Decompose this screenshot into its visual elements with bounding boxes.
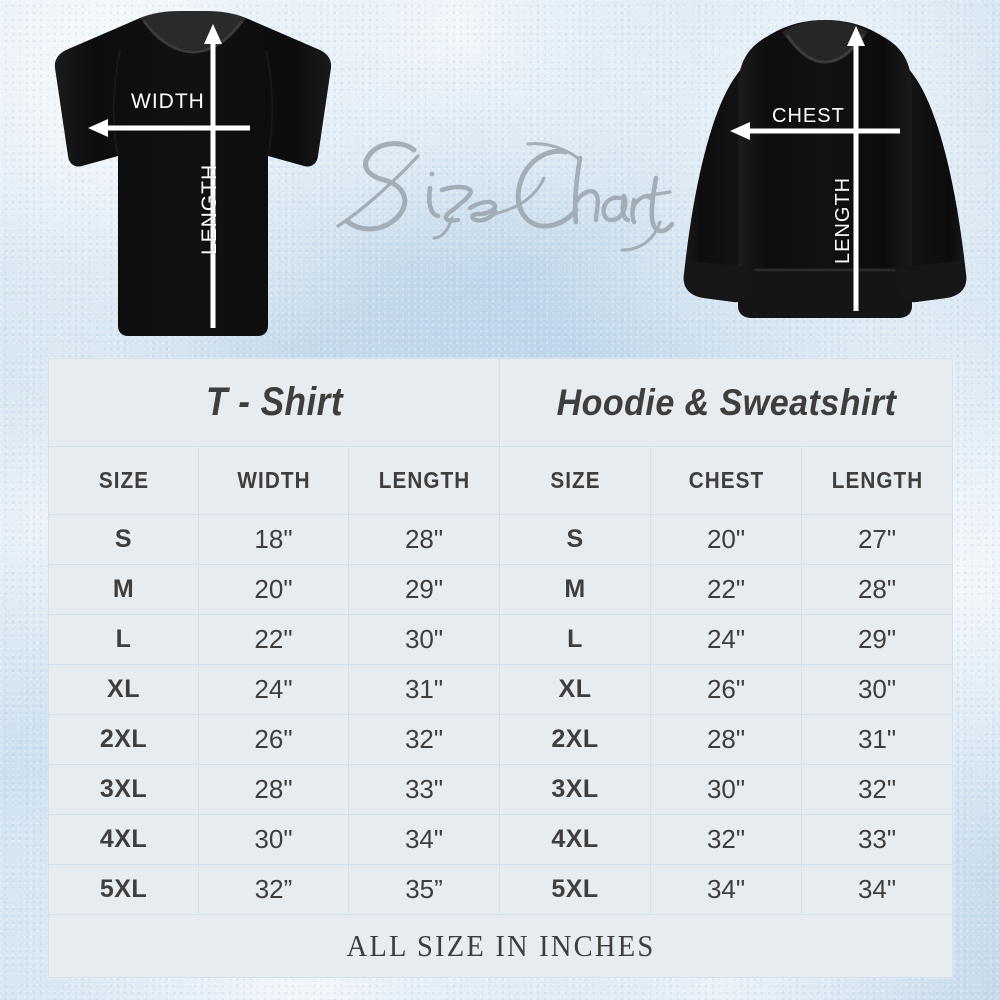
header-hoodie-chest: CHEST <box>657 446 795 515</box>
hoodie-length-l: 29" <box>801 614 954 665</box>
size-chart-table: T - Shirt Hoodie & Sweatshirt SIZE WIDTH… <box>48 358 954 978</box>
hoodie-size-5xl: 5XL <box>499 864 652 915</box>
tshirt-length-arrow <box>204 24 222 328</box>
header-hoodie-size: SIZE <box>506 446 644 515</box>
tshirt-size-s: S <box>48 514 199 565</box>
tshirt-length-4xl: 34" <box>347 814 501 865</box>
tshirt-length-3xl: 33" <box>347 764 501 815</box>
tshirt-width-4xl: 30" <box>198 814 349 865</box>
tshirt-length-label: LENGTH <box>198 163 221 255</box>
tshirt-size-l: L <box>48 614 199 665</box>
tshirt-length-2xl: 32" <box>347 714 501 765</box>
tshirt-size-4xl: 4XL <box>48 814 199 865</box>
hoodie-chest-label: CHEST <box>772 105 845 127</box>
tshirt-width-m: 20" <box>198 564 349 615</box>
hoodie-size-4xl: 4XL <box>499 814 652 865</box>
hoodie-size-l: L <box>499 614 652 665</box>
table-row: XL 24" 31" XL 26" 30" <box>48 664 954 715</box>
tshirt-length-xl: 31" <box>347 664 501 715</box>
hoodie-size-2xl: 2XL <box>499 714 652 765</box>
tshirt-width-s: 18" <box>198 514 349 565</box>
table-row: L 22" 30" L 24" 29" <box>48 614 954 665</box>
header-hoodie-length: LENGTH <box>808 446 946 515</box>
hoodie-chest-s: 20" <box>650 514 803 565</box>
tshirt-size-m: M <box>48 564 199 615</box>
hoodie-length-4xl: 33" <box>801 814 954 865</box>
table-footer-row: ALL SIZE IN INCHES <box>49 914 953 978</box>
hoodie-size-m: M <box>499 564 652 615</box>
tshirt-length-s: 28" <box>347 514 501 565</box>
tshirt-size-3xl: 3XL <box>48 764 199 815</box>
tshirt-width-3xl: 28" <box>198 764 349 815</box>
hoodie-length-m: 28" <box>801 564 954 615</box>
hoodie-chest-l: 24" <box>650 614 803 665</box>
tshirt-width-5xl: 32” <box>198 864 349 915</box>
header-tshirt-size: SIZE <box>55 446 192 515</box>
hoodie-length-5xl: 34" <box>801 864 954 915</box>
hoodie-chest-3xl: 30" <box>650 764 803 815</box>
tshirt-width-xl: 24" <box>198 664 349 715</box>
header-tshirt-length: LENGTH <box>355 446 493 515</box>
hoodie-length-2xl: 31" <box>801 714 954 765</box>
table-header-row: SIZE WIDTH LENGTH SIZE CHEST LENGTH <box>49 446 953 515</box>
hoodie-size-s: S <box>499 514 652 565</box>
tshirt-width-2xl: 26" <box>198 714 349 765</box>
hoodie-illustration <box>683 20 967 318</box>
header-tshirt-width: WIDTH <box>205 446 342 515</box>
garment-illustration-area: WIDTH LENGTH <box>0 0 1000 358</box>
table-row: 4XL 30" 34" 4XL 32" 33" <box>48 814 954 865</box>
hoodie-length-s: 27" <box>801 514 954 565</box>
hoodie-length-xl: 30" <box>801 664 954 715</box>
hoodie-chest-4xl: 32" <box>650 814 803 865</box>
tshirt-length-5xl: 35” <box>347 864 501 915</box>
table-row: 3XL 28" 33" 3XL 30" 32" <box>48 764 954 815</box>
table-title-row: T - Shirt Hoodie & Sweatshirt <box>49 358 953 447</box>
hoodie-length-arrow <box>847 26 865 311</box>
hoodie-chest-m: 22" <box>650 564 803 615</box>
tshirt-size-2xl: 2XL <box>48 714 199 765</box>
hoodie-size-3xl: 3XL <box>499 764 652 815</box>
tshirt-width-arrow <box>88 119 250 137</box>
table-row: S 18" 28" S 20" 27" <box>48 514 954 565</box>
table-row: 5XL 32” 35” 5XL 34" 34" <box>48 864 954 915</box>
tshirt-illustration <box>54 11 332 336</box>
tshirt-length-m: 29" <box>347 564 501 615</box>
tshirt-size-xl: XL <box>48 664 199 715</box>
hoodie-chest-xl: 26" <box>650 664 803 715</box>
table-row: 2XL 26" 32" 2XL 28" 31" <box>48 714 954 765</box>
unit-note: ALL SIZE IN INCHES <box>84 914 917 978</box>
hoodie-size-xl: XL <box>499 664 652 715</box>
hoodie-chest-2xl: 28" <box>650 714 803 765</box>
size-chart-script-watermark <box>336 141 675 252</box>
table-row: M 20" 29" M 22" 28" <box>48 564 954 615</box>
hoodie-chest-5xl: 34" <box>650 864 803 915</box>
hoodie-length-label: LENGTH <box>832 176 854 264</box>
tshirt-width-label: WIDTH <box>131 90 205 113</box>
tshirt-size-5xl: 5XL <box>48 864 199 915</box>
hoodie-chest-arrow <box>730 122 900 140</box>
hoodie-length-3xl: 32" <box>801 764 954 815</box>
tshirt-width-l: 22" <box>198 614 349 665</box>
hoodie-table-title: Hoodie & Sweatshirt <box>517 358 935 447</box>
tshirt-length-l: 30" <box>347 614 501 665</box>
tshirt-table-title: T - Shirt <box>75 358 473 447</box>
